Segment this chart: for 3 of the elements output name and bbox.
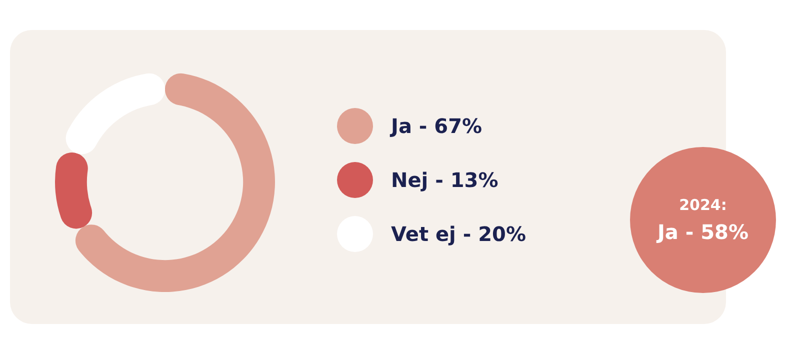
legend-label: Vet ej - 20% xyxy=(391,222,526,246)
legend-label: Ja - 67% xyxy=(391,114,482,138)
legend-label: Nej - 13% xyxy=(391,168,498,192)
